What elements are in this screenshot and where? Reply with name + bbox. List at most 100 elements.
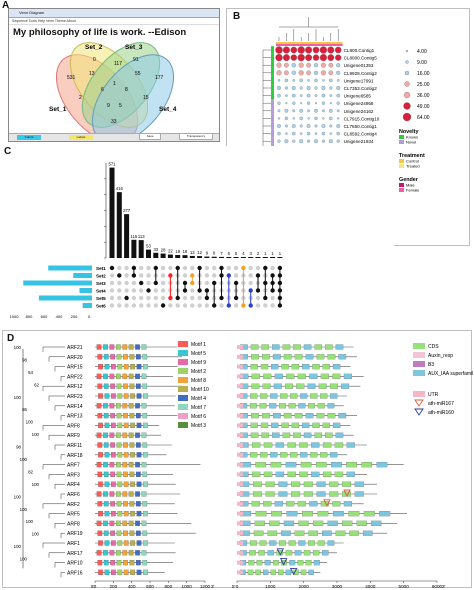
motif-box <box>116 560 122 566</box>
legend-title: Treatment <box>399 153 425 159</box>
motif-box <box>117 481 123 487</box>
utr-box <box>237 462 243 467</box>
upset-matrix-dot <box>182 295 188 301</box>
labels-button[interactable]: Labels <box>69 135 93 140</box>
feature-legend-label: ath-miR167 <box>428 401 454 407</box>
motif-box <box>136 481 142 487</box>
motif-box <box>123 442 128 448</box>
bubble-mark <box>321 109 325 113</box>
exon-box <box>316 481 326 487</box>
motif-legend-label: Motif 3 <box>191 423 206 429</box>
motif-box <box>115 520 121 526</box>
venn-region-value: 15 <box>143 95 149 101</box>
exon-box <box>294 354 303 360</box>
gender-strip <box>276 44 343 46</box>
exon-box <box>273 383 282 389</box>
bubble-mark <box>284 108 289 113</box>
motif-box <box>117 393 123 399</box>
transparency-button[interactable]: Transparency <box>179 133 213 140</box>
motif-box <box>109 520 115 526</box>
exon-box <box>250 452 258 458</box>
upset-bar-label: 19 <box>175 249 180 254</box>
motif-box <box>135 412 141 419</box>
exon-box <box>272 412 281 419</box>
upset-matrix-dot <box>139 265 144 271</box>
panel-c-label: C <box>4 146 12 157</box>
size-legend-mark <box>404 70 410 76</box>
exon-box <box>299 442 308 448</box>
upset-bar <box>255 257 261 258</box>
bubble-mark <box>277 101 281 105</box>
upset-matrix-dot <box>109 280 115 286</box>
motif-box <box>142 471 148 477</box>
motif-box <box>123 569 129 575</box>
legend-swatch <box>399 135 404 139</box>
upset-matrix-dot <box>153 288 158 293</box>
colors-button[interactable]: Colors <box>17 135 41 140</box>
bootstrap-value: 100 <box>32 482 40 487</box>
set-size-bar <box>38 295 92 301</box>
bubble-mark <box>291 93 296 98</box>
bubble-mark <box>328 139 333 144</box>
upset-bar-label: 416 <box>116 186 124 191</box>
motif-box <box>123 560 128 566</box>
legend-item: Known <box>406 135 418 140</box>
mirna-site-icon <box>289 567 298 576</box>
motif-box <box>110 560 116 566</box>
motif-box <box>104 452 110 458</box>
bubble-mark <box>321 93 326 98</box>
motif-box <box>103 442 109 448</box>
upset-matrix-dot <box>139 295 144 301</box>
upset-matrix-dot <box>233 303 239 308</box>
upset-matrix-dot <box>109 295 115 301</box>
exon-box <box>249 403 257 409</box>
save-button[interactable]: Save <box>139 133 161 140</box>
novelty-strip <box>271 137 274 145</box>
exon-box <box>322 363 330 370</box>
gene-name: ARF21 <box>67 345 83 351</box>
motif-box <box>143 511 148 517</box>
upset-bar-label: 2 <box>257 251 260 256</box>
bubble-mark <box>328 62 334 68</box>
bubble-mark <box>291 70 296 75</box>
motif-box <box>116 354 122 360</box>
feature-legend-label: AUX_IAA superfamily <box>428 371 473 377</box>
motif-legend-swatch <box>178 377 188 383</box>
motif-legend-swatch <box>178 395 188 401</box>
upset-bar <box>204 256 210 258</box>
utr-box <box>237 452 243 457</box>
exon-box <box>275 471 285 477</box>
motif-box <box>97 530 103 536</box>
bubble-mark <box>291 124 296 128</box>
exon-box <box>286 511 298 517</box>
exon-box <box>282 344 291 350</box>
motif-box <box>129 560 135 566</box>
motif-box <box>135 560 141 566</box>
gene-name: ARF16 <box>67 570 83 576</box>
feature-legend-swatch <box>413 343 425 349</box>
motif-box <box>116 501 122 507</box>
bubble-mark <box>321 85 326 91</box>
exon-box <box>282 432 291 438</box>
window-menubar[interactable]: Sequence Tools Help Venn Theme About <box>9 18 219 25</box>
exon-box <box>300 452 308 458</box>
novelty-strip <box>271 114 274 123</box>
exon-box <box>256 560 263 566</box>
bootstrap-value: 100 <box>32 532 40 537</box>
exon-box <box>325 432 333 438</box>
gene-axis-label: 2000 <box>299 584 310 589</box>
utr-box <box>237 541 243 545</box>
exon-box <box>290 393 298 399</box>
gene-name: ARF13 <box>67 414 83 420</box>
gene-name: ARF7 <box>67 463 80 469</box>
motif-box <box>109 403 115 409</box>
motif-box <box>96 491 102 497</box>
exon-box <box>349 530 359 536</box>
exon-box <box>274 501 283 507</box>
exon-box <box>311 471 320 477</box>
motif-box <box>128 432 134 438</box>
gene-label: CL9928.Contig2 <box>344 71 378 76</box>
upset-matrix-dot <box>131 303 137 308</box>
upset-matrix-dot <box>233 273 239 278</box>
bubble-mark <box>299 139 304 144</box>
